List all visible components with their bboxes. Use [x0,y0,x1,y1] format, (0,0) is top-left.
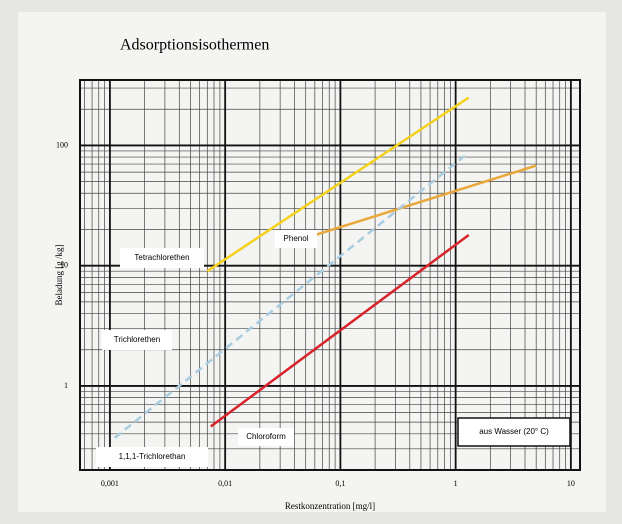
series-label: Phenol [284,234,309,243]
series-label: Tetrachlorethen [134,253,189,262]
series-label: Trichlorethen [114,335,160,344]
annotation-frame [457,417,571,447]
series-label: Chloroform [246,432,286,441]
x-tick-label: 1 [454,479,458,488]
series-label-box [120,248,204,268]
series-label-box [102,330,172,350]
series-line [210,233,470,428]
chart-title: Adsorptionsisothermen [120,37,269,54]
x-tick-label: 0,01 [218,479,232,488]
y-tick-label: 100 [56,140,68,149]
y-axis-label: Beladung [g /kg] [54,245,64,306]
series-line [305,164,537,240]
x-tick-label: 0,001 [101,479,119,488]
annotation-box [96,447,208,467]
series-line [206,96,470,273]
series-label-box [238,428,294,446]
annotation: aus Wasser (20° C) [479,427,549,436]
series-label-box [275,230,317,248]
annotation: 1,1,1-Trichlorethan [119,452,186,461]
plot-frame [79,79,581,471]
x-tick-label: 0,1 [335,479,345,488]
series-line [113,154,466,439]
x-axis-label: Restkonzentration [mg/l] [285,501,375,511]
y-tick-label: 10 [60,261,68,270]
x-tick-label: 10 [567,479,575,488]
y-tick-label: 1 [64,381,68,390]
